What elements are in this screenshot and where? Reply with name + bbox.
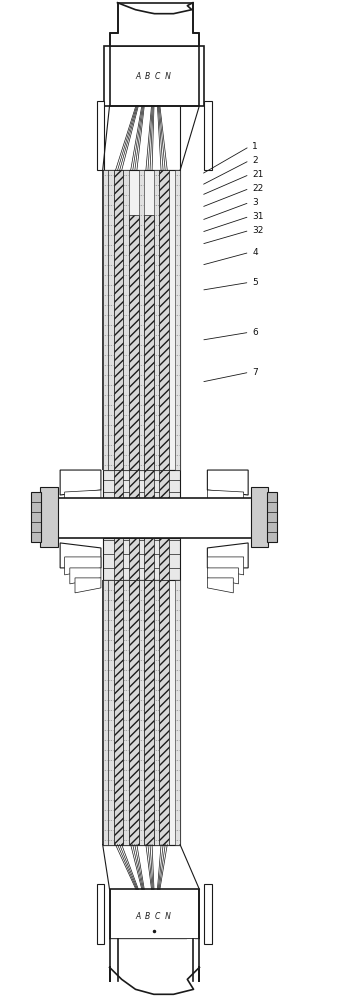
- Text: 31: 31: [252, 212, 264, 221]
- Bar: [114, 580, 124, 845]
- Polygon shape: [208, 578, 233, 593]
- Bar: [103, 580, 180, 845]
- Bar: [55, 498, 253, 538]
- Polygon shape: [65, 557, 101, 575]
- Bar: [103, 580, 108, 845]
- Bar: [159, 170, 169, 470]
- Bar: [104, 46, 204, 106]
- Polygon shape: [208, 490, 244, 505]
- Polygon shape: [31, 492, 42, 542]
- Bar: [159, 470, 169, 532]
- Text: 32: 32: [252, 226, 264, 235]
- Polygon shape: [75, 578, 101, 593]
- Bar: [144, 580, 154, 845]
- Text: 4: 4: [252, 248, 258, 257]
- Polygon shape: [251, 487, 268, 547]
- Bar: [97, 101, 104, 170]
- Text: 1: 1: [252, 142, 258, 151]
- Polygon shape: [208, 500, 238, 515]
- Bar: [129, 580, 138, 845]
- Bar: [97, 884, 104, 944]
- Polygon shape: [60, 470, 101, 495]
- Polygon shape: [75, 510, 101, 522]
- Bar: [114, 470, 124, 532]
- Bar: [154, 580, 159, 845]
- Bar: [159, 538, 169, 580]
- Bar: [124, 170, 129, 470]
- Text: 2: 2: [252, 156, 258, 165]
- Polygon shape: [60, 543, 101, 568]
- Text: 6: 6: [252, 328, 258, 337]
- Bar: [108, 170, 114, 470]
- Bar: [159, 580, 169, 845]
- Bar: [108, 580, 114, 845]
- Polygon shape: [208, 568, 238, 584]
- Bar: [154, 170, 159, 470]
- Bar: [114, 538, 124, 580]
- Bar: [204, 884, 212, 944]
- Bar: [144, 215, 154, 470]
- Bar: [110, 889, 200, 939]
- Polygon shape: [208, 543, 248, 568]
- Bar: [144, 470, 154, 532]
- Polygon shape: [208, 557, 244, 575]
- Polygon shape: [110, 3, 200, 46]
- Bar: [124, 580, 129, 845]
- Polygon shape: [41, 487, 58, 547]
- Bar: [103, 470, 180, 532]
- Bar: [204, 101, 212, 170]
- Bar: [129, 538, 138, 580]
- Polygon shape: [65, 490, 101, 505]
- Bar: [144, 538, 154, 580]
- Text: A  B  C  N: A B C N: [136, 912, 172, 921]
- Polygon shape: [70, 568, 101, 584]
- Text: 5: 5: [252, 278, 258, 287]
- Polygon shape: [267, 492, 277, 542]
- Bar: [103, 170, 180, 470]
- Bar: [103, 170, 108, 470]
- Bar: [103, 538, 180, 580]
- Polygon shape: [208, 510, 233, 522]
- Text: 21: 21: [252, 170, 264, 179]
- Text: 3: 3: [252, 198, 258, 207]
- Bar: [114, 170, 124, 470]
- Polygon shape: [70, 500, 101, 515]
- Text: A  B  C  N: A B C N: [136, 72, 172, 81]
- Bar: [138, 170, 144, 470]
- Bar: [129, 215, 138, 470]
- Bar: [138, 580, 144, 845]
- Bar: [175, 580, 180, 845]
- Polygon shape: [208, 470, 248, 495]
- Bar: [175, 170, 180, 470]
- Text: 22: 22: [252, 184, 264, 193]
- Bar: [129, 470, 138, 532]
- Text: 7: 7: [252, 368, 258, 377]
